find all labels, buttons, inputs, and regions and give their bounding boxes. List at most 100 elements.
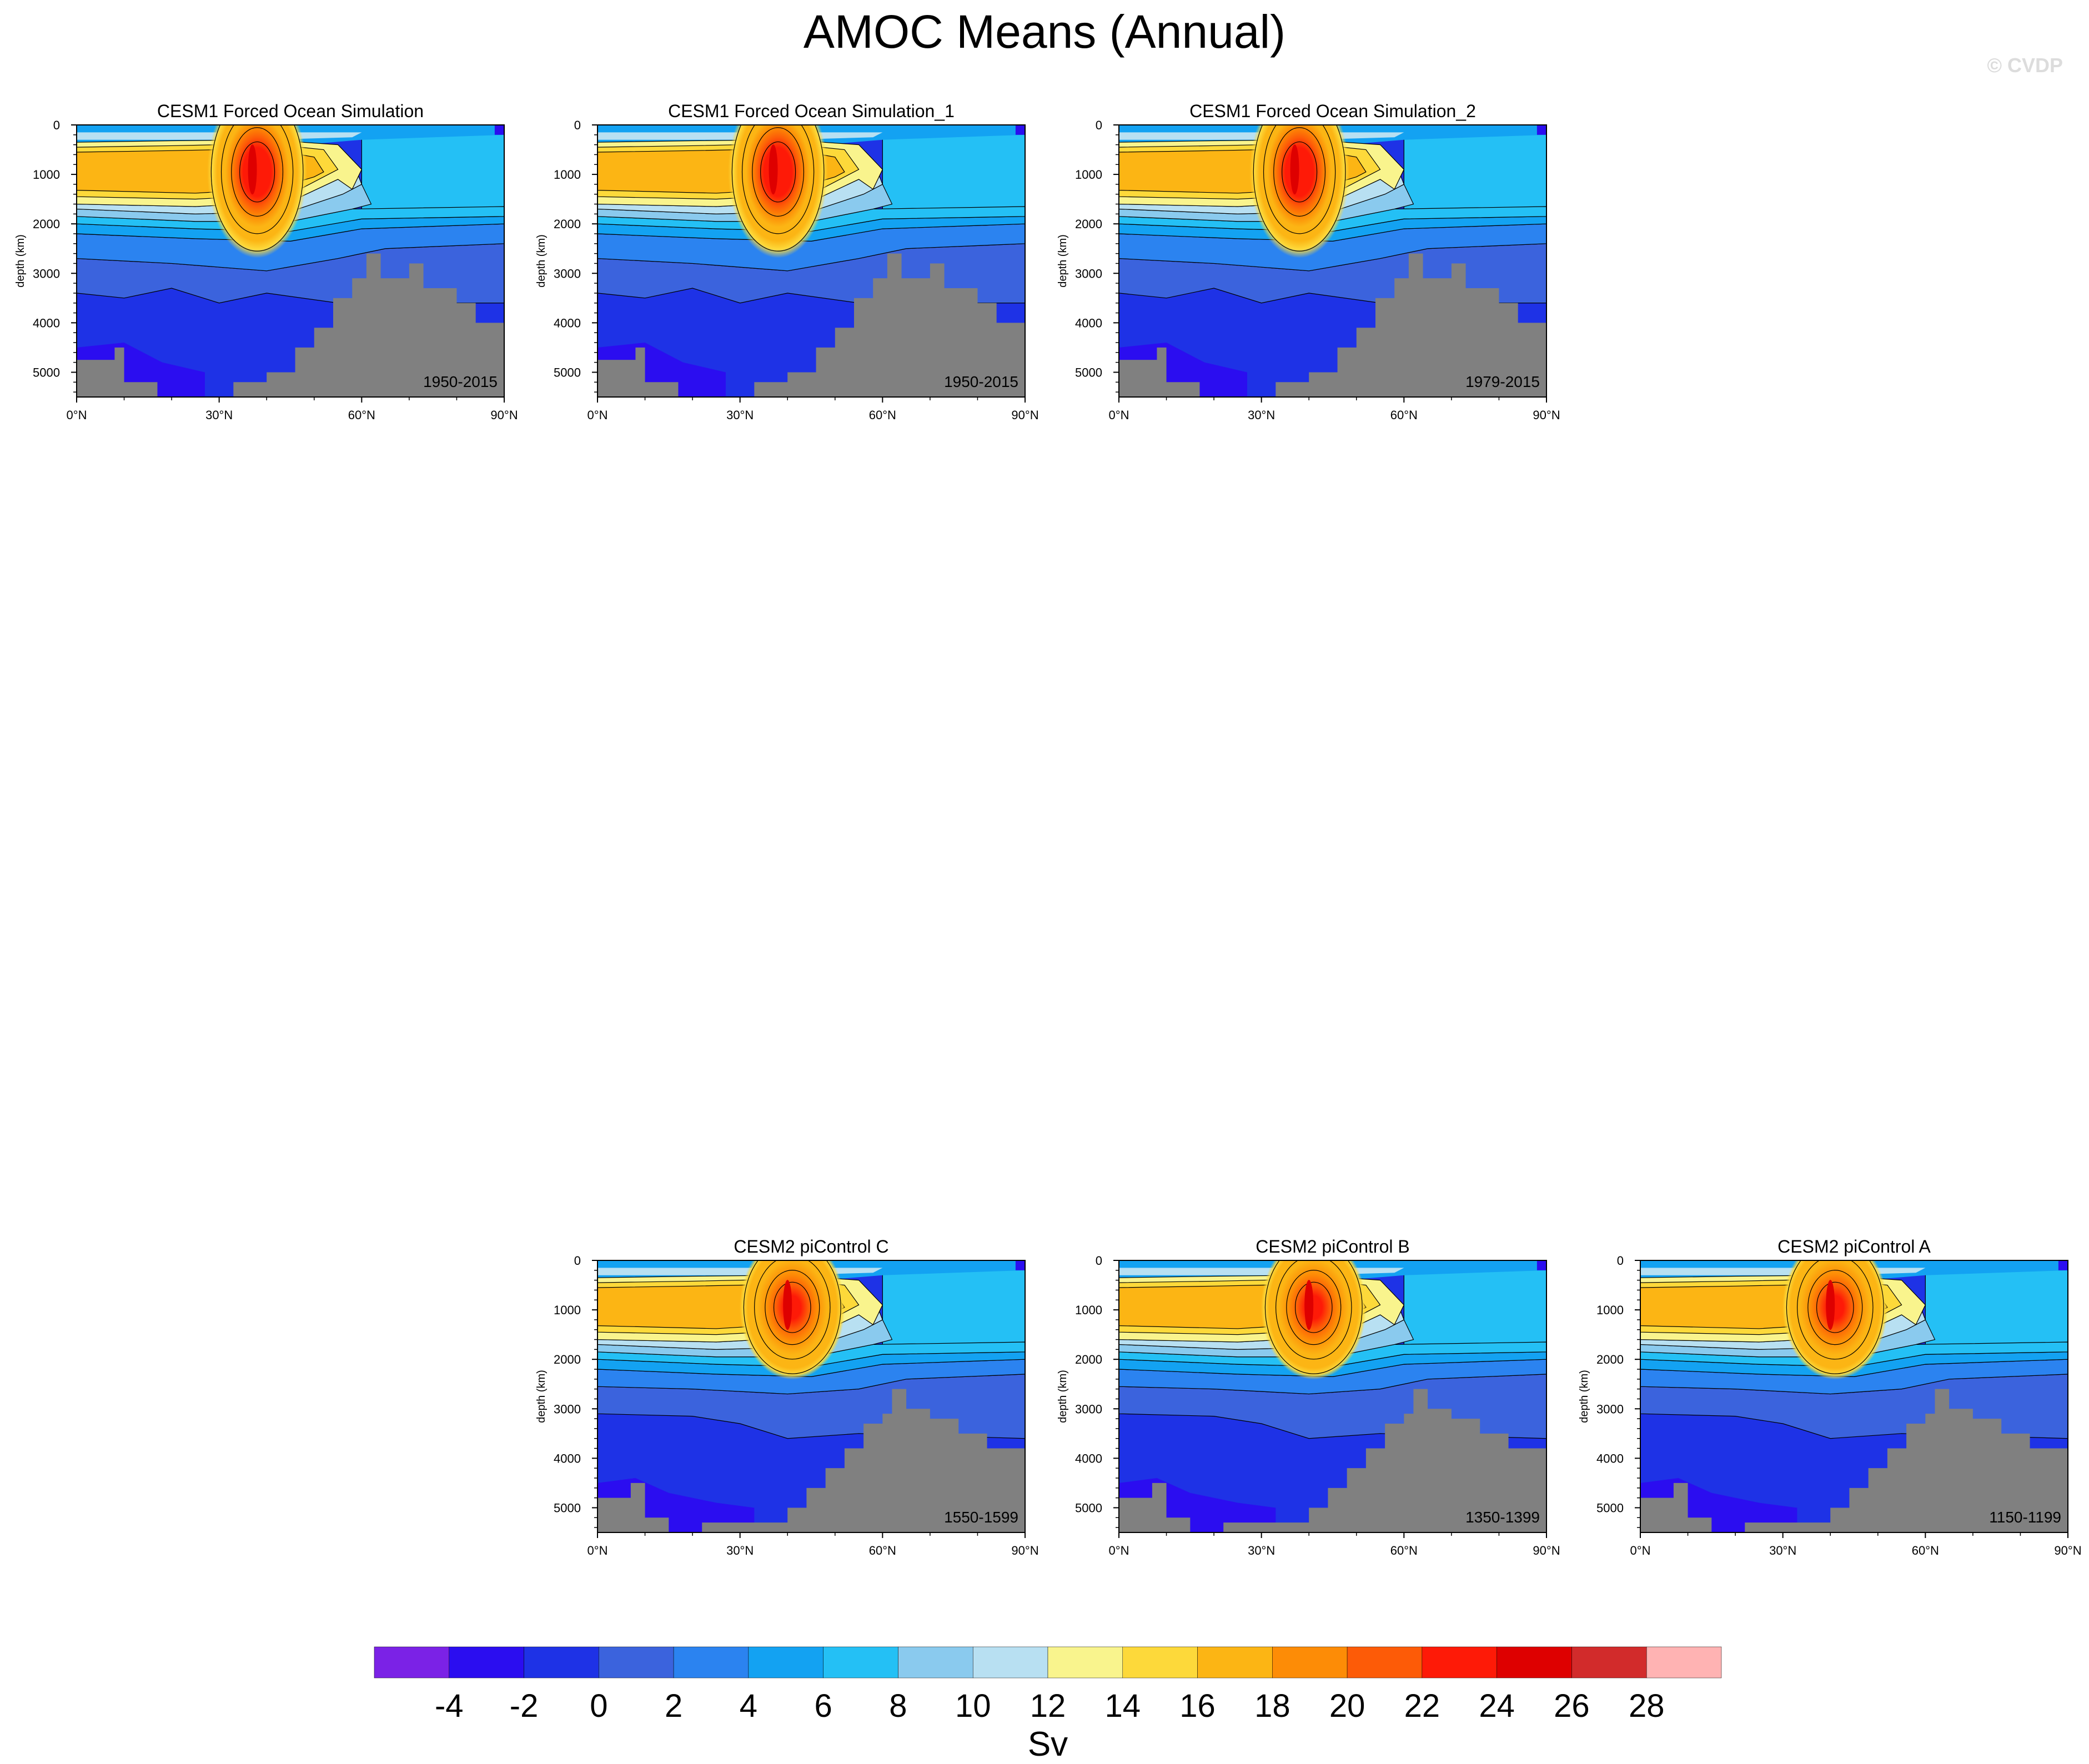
topography (1119, 253, 1546, 397)
y-tick-label: 1000 (1596, 1303, 1624, 1317)
core-contour-3 (1282, 141, 1318, 203)
colorbar-tick-label: 16 (1179, 1688, 1216, 1724)
contour-field (77, 125, 504, 397)
y-tick-label: 0 (1096, 118, 1102, 132)
polar-surface (1536, 125, 1546, 135)
colorbar-tick-label: 28 (1629, 1688, 1665, 1724)
x-tick-label: 60°N (348, 408, 375, 422)
amoc-panel: 0 1000 2000 3000 4000 5000 0°N 30°N 60°N 90°N CESM… (1057, 1237, 1560, 1557)
topography (1119, 1389, 1546, 1532)
colorbar-tick-label: 2 (665, 1688, 682, 1724)
core-contour-2 (1286, 1270, 1342, 1345)
overturning-core (1782, 1260, 1888, 1380)
plot-frame (76, 124, 505, 398)
y-tick-label: 2000 (1075, 1353, 1102, 1366)
topography (597, 253, 1025, 397)
amoc-panel: 0 1000 2000 3000 4000 5000 0°N 30°N 60°N 90°N CESM… (1578, 1237, 2082, 1557)
x-tick-label: 30°N (1769, 1544, 1796, 1557)
core-contour-0 (1253, 125, 1346, 252)
y-tick-label: 5000 (1596, 1501, 1624, 1515)
y-tick-label: 4000 (554, 316, 581, 330)
y-tick-label: 3000 (1075, 1402, 1102, 1416)
y-tick-label: 2000 (554, 1353, 581, 1366)
y-tick-label: 3000 (33, 267, 60, 280)
amoc-panel: 0 1000 2000 3000 4000 5000 0°N 30°N 60°N 90°N CESM… (14, 101, 518, 422)
max-streamfunction (1290, 144, 1299, 195)
overturning-core (207, 125, 308, 258)
colorbar-box (1272, 1646, 1348, 1678)
x-tick-label: 90°N (490, 408, 518, 422)
y-tick-label: 2000 (1596, 1353, 1624, 1366)
x-tick-label: 0°N (1109, 408, 1129, 422)
core-contour-1 (1797, 1260, 1874, 1360)
contour-field (1119, 1260, 1546, 1532)
max-streamfunction (1826, 1280, 1835, 1330)
y-tick-label: 3000 (554, 267, 581, 280)
y-tick-label: 1000 (554, 1303, 581, 1317)
colorbar-box (524, 1646, 599, 1678)
y-tick-label: 0 (53, 118, 60, 132)
y-tick-label: 1000 (1075, 168, 1102, 182)
colorbar-tick-label: 4 (740, 1688, 757, 1724)
contour-field (1119, 125, 1546, 397)
y-tick-label: 4000 (1075, 316, 1102, 330)
core-contour-0 (210, 125, 304, 252)
y-axis-label: depth (km) (1057, 1370, 1069, 1423)
core-contour-0 (743, 1260, 841, 1374)
colorbar-box (972, 1646, 1048, 1678)
period-label: 1979-2015 (1465, 373, 1540, 390)
core-contour-0 (1264, 1260, 1363, 1374)
y-tick-label: 3000 (1596, 1402, 1624, 1416)
x-tick-label: 90°N (1011, 1544, 1038, 1557)
x-tick-label: 90°N (2054, 1544, 2081, 1557)
colorbar-tick-label: -4 (435, 1688, 464, 1724)
y-tick-label: 3000 (1075, 267, 1102, 280)
polar-surface (494, 125, 504, 135)
x-tick-label: 60°N (1390, 408, 1418, 422)
x-tick-label: 0°N (587, 1544, 608, 1557)
y-tick-label: 5000 (33, 365, 60, 379)
y-tick-label: 1000 (1075, 1303, 1102, 1317)
colorbar-box (1047, 1646, 1123, 1678)
colorbar-box (898, 1646, 973, 1678)
period-label: 1950-2015 (423, 373, 498, 390)
x-tick-label: 60°N (1390, 1544, 1418, 1557)
max-streamfunction (248, 144, 257, 195)
colorbar-unit-label: Sv (1028, 1725, 1068, 1763)
y-tick-label: 0 (1617, 1254, 1624, 1268)
topography (77, 253, 504, 397)
core-contour-2 (1807, 1270, 1863, 1345)
y-tick-label: 4000 (1075, 1451, 1102, 1465)
y-axis-label: depth (km) (1057, 234, 1069, 288)
y-tick-label: 3000 (554, 1402, 581, 1416)
core-contour-1 (754, 1260, 831, 1360)
colorbar-box (449, 1646, 524, 1678)
period-label: 1350-1399 (1465, 1509, 1540, 1526)
overturning-core (739, 1260, 845, 1380)
colorbar-tick-label: 18 (1254, 1688, 1290, 1724)
polar-surface (1015, 1260, 1025, 1270)
plot-frame (597, 1260, 1026, 1533)
period-label: 1150-1199 (1989, 1509, 2061, 1526)
colorbar-tick-label: 14 (1105, 1688, 1141, 1724)
contour-field (597, 1260, 1025, 1532)
y-tick-label: 5000 (1075, 1501, 1102, 1515)
plot-frame (597, 124, 1026, 398)
panel-title: CESM1 Forced Ocean Simulation_2 (1189, 101, 1476, 121)
colorbar-box (1347, 1646, 1423, 1678)
colorbar-box (1646, 1646, 1722, 1678)
topography (597, 1389, 1025, 1532)
max-streamfunction (783, 1280, 792, 1330)
core-contour-1 (741, 125, 815, 234)
colorbar-tick-label: 26 (1554, 1688, 1590, 1724)
watermark: © CVDP (1987, 54, 2063, 77)
panel-title: CESM1 Forced Ocean Simulation_1 (668, 101, 955, 121)
colorbar-box (748, 1646, 823, 1678)
amoc-panel: 0 1000 2000 3000 4000 5000 0°N 30°N 60°N 90°N CESM… (535, 101, 1039, 422)
core-contour-3 (773, 1281, 811, 1333)
amoc-panel: 0 1000 2000 3000 4000 5000 0°N 30°N 60°N 90°N CESM… (535, 1237, 1039, 1557)
y-axis-label: depth (km) (535, 1370, 548, 1423)
core-contour-1 (1276, 1260, 1352, 1360)
